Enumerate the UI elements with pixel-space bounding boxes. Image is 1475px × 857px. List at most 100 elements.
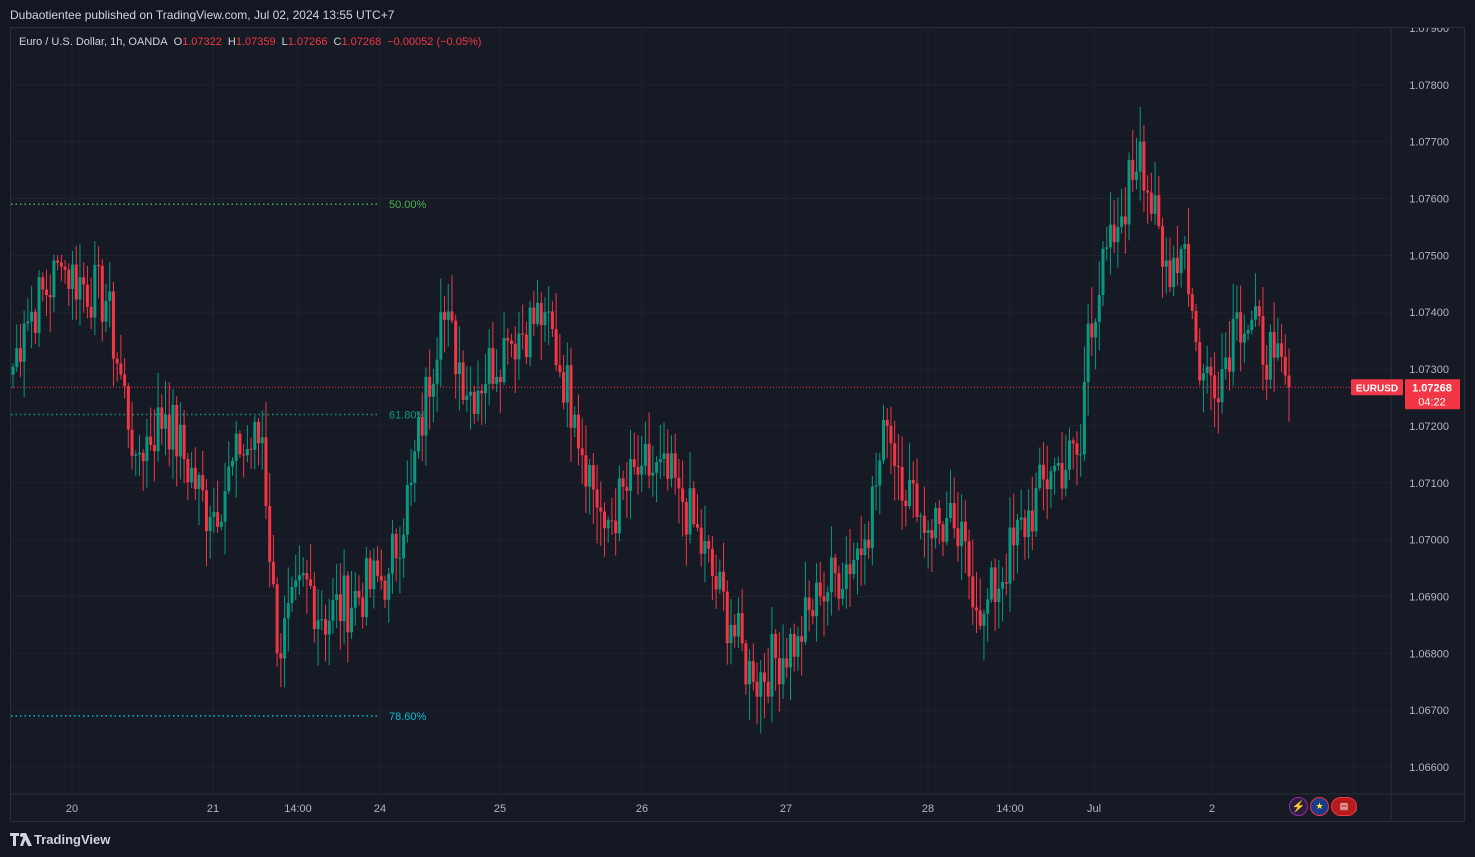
candle (268, 473, 272, 588)
chart-pane[interactable]: 1.07900 1.07800 1.07700 1.07600 1.07500 1.074… (10, 27, 1465, 822)
candle-body (56, 260, 60, 263)
candle-body (74, 264, 78, 300)
candle (78, 243, 82, 326)
candle (1198, 328, 1202, 386)
candle-body (130, 429, 134, 456)
candle (993, 558, 997, 632)
candle-body (93, 264, 97, 318)
candle-body (111, 291, 115, 359)
candle (260, 410, 264, 470)
candle-body (543, 312, 547, 326)
candle (602, 502, 606, 557)
candle-body (416, 417, 420, 452)
y-tick-label: 1.06900 (1409, 591, 1449, 603)
candle-body (1149, 192, 1153, 214)
candle (573, 405, 577, 438)
candle-body (751, 661, 755, 682)
candle (874, 452, 878, 511)
candlestick-chart[interactable]: 1.07900 1.07800 1.07700 1.07600 1.07500 1.074… (11, 28, 1465, 822)
candle-body (342, 575, 346, 622)
candle (1030, 477, 1034, 551)
candle-body (253, 421, 257, 450)
candle (1097, 261, 1101, 351)
y-tick-label: 1.07200 (1409, 421, 1449, 433)
candle (885, 408, 889, 459)
candle (926, 520, 930, 569)
candle (294, 554, 298, 601)
y-tick-label: 1.06800 (1409, 648, 1449, 660)
candle (428, 349, 432, 430)
legend-low-value: 1.07266 (287, 36, 328, 48)
candle (643, 421, 647, 475)
candle (1001, 567, 1005, 622)
candle-body (774, 634, 778, 659)
x-tick-label: 20 (66, 803, 78, 815)
candle-body (815, 582, 819, 617)
candle-body (245, 448, 249, 456)
candle (934, 502, 938, 549)
tradingview-brand[interactable]: TradingView (10, 832, 110, 847)
candle-body (569, 365, 573, 428)
candle (97, 246, 101, 299)
candle (335, 563, 339, 629)
candle-body (26, 321, 30, 324)
candle-body (1246, 330, 1250, 334)
candle-body (1004, 582, 1008, 584)
candle-body (335, 594, 339, 600)
candle (52, 254, 56, 313)
candle (171, 389, 175, 480)
x-tick-label: 26 (636, 803, 648, 815)
candle (554, 293, 558, 371)
candle (305, 559, 309, 614)
candle-body (822, 596, 826, 602)
candle-body (696, 523, 700, 528)
candle (435, 337, 439, 413)
candle (1045, 445, 1049, 520)
legend-symbol[interactable]: Euro / U.S. Dollar, 1h, OANDA (19, 36, 168, 48)
candle (528, 300, 532, 367)
candle (878, 452, 882, 514)
candle-body (469, 391, 473, 396)
euro-flag-icon[interactable]: ★ (1310, 797, 1329, 816)
candle (1086, 304, 1090, 416)
candle (1246, 324, 1250, 341)
candle-body (63, 266, 67, 270)
candle-body (796, 636, 800, 657)
candle (1015, 513, 1019, 574)
candle (190, 451, 194, 489)
candle (975, 572, 979, 633)
candle-body (1101, 248, 1105, 296)
candle-body (372, 560, 376, 590)
candle (1231, 283, 1235, 386)
candle (1265, 344, 1269, 401)
candle-body (658, 459, 662, 463)
candle-body (420, 417, 424, 436)
candle-body (1027, 510, 1031, 538)
candle-body (1164, 260, 1168, 267)
candle-body (476, 390, 480, 414)
candle-body (1198, 341, 1202, 381)
candle (353, 572, 357, 626)
candle (1175, 226, 1179, 286)
candle (257, 417, 261, 466)
candle-body (591, 465, 595, 490)
flash-icon[interactable]: ⚡ (1289, 797, 1308, 816)
candle (781, 624, 785, 700)
candle (1008, 497, 1012, 612)
y-tick-label: 1.07000 (1409, 535, 1449, 547)
candle (547, 286, 551, 345)
candle-body (390, 533, 394, 574)
candle (703, 505, 707, 583)
candle-body (398, 557, 402, 559)
candle (729, 598, 733, 665)
candle (640, 435, 644, 492)
candle-body (1157, 195, 1161, 227)
candle-body (722, 571, 726, 592)
candle (766, 647, 770, 704)
candle (93, 241, 97, 336)
candle-body (975, 607, 979, 611)
candle-body (11, 366, 15, 375)
candle-body (829, 557, 833, 593)
us-flag-icon[interactable]: ▤ (1331, 797, 1357, 816)
candle (818, 561, 822, 606)
